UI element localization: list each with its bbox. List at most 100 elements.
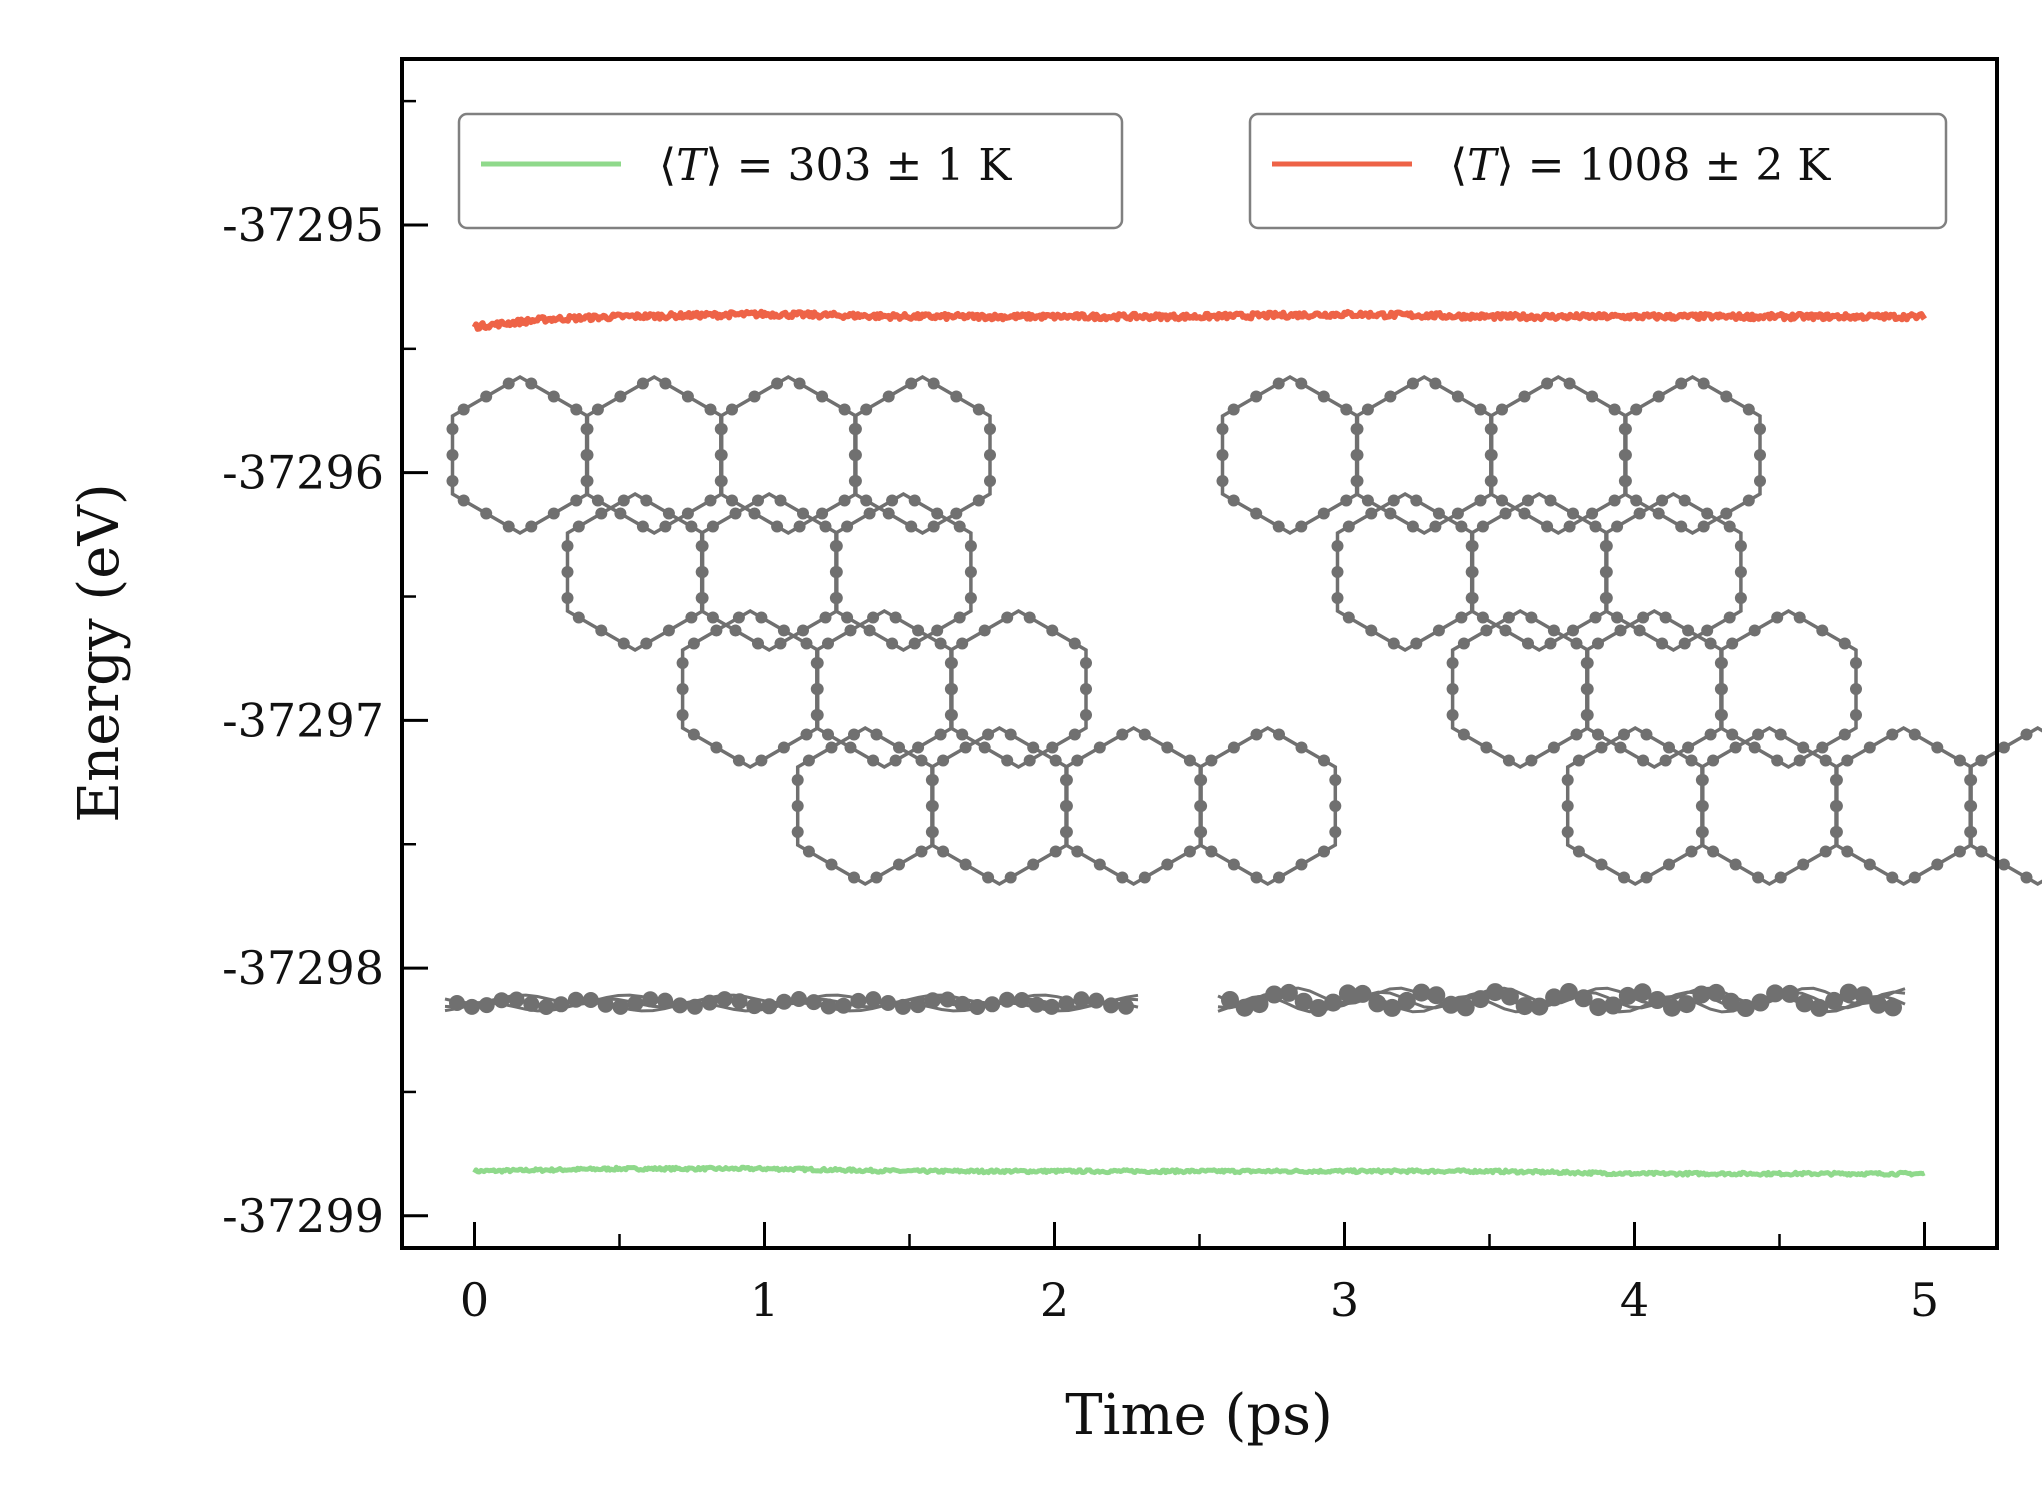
atom (1317, 507, 1330, 520)
atom (1406, 520, 1419, 533)
atom (822, 637, 834, 650)
atom (1250, 871, 1263, 884)
atom (1830, 826, 1842, 838)
atom (687, 728, 700, 741)
atom (1329, 774, 1342, 786)
atom (950, 507, 963, 520)
atom (553, 996, 570, 1013)
graphene-lattice-top-view-left (446, 374, 1342, 887)
atom (1630, 494, 1643, 507)
atom (1361, 403, 1374, 416)
atom (1273, 871, 1285, 884)
y-tick-label: -37295 (222, 198, 384, 252)
atom (1563, 520, 1576, 533)
atom (714, 475, 727, 487)
atom (1754, 423, 1766, 435)
atom (478, 997, 495, 1014)
atom (1618, 423, 1631, 435)
atom (912, 741, 925, 754)
atom (841, 611, 854, 624)
legends: ⟨T⟩ = 303 ± 1 K ⟨T⟩ = 1008 ± 2 K (457, 112, 1948, 230)
atom (1863, 858, 1876, 871)
atom (1484, 475, 1497, 487)
atom (819, 520, 832, 533)
atom (1608, 494, 1621, 507)
atom (1480, 624, 1493, 637)
atom (1771, 611, 1784, 624)
atom (710, 624, 723, 637)
atom (1279, 983, 1298, 1002)
atom (1734, 540, 1747, 552)
atom (676, 657, 689, 669)
atom (676, 683, 689, 695)
atom (614, 390, 627, 403)
lattice-ring (834, 491, 973, 653)
atom (612, 998, 629, 1015)
atom (572, 611, 585, 624)
atom (1484, 423, 1497, 435)
atom (1484, 449, 1497, 461)
atom (1046, 624, 1059, 637)
atom (1353, 984, 1372, 1003)
atom (1830, 800, 1842, 812)
atom (939, 991, 956, 1008)
atom (1771, 754, 1784, 767)
atom (1592, 637, 1604, 650)
atom (695, 540, 708, 552)
atom (1456, 998, 1475, 1017)
series-line-2 (471, 308, 1927, 332)
atom (1884, 998, 1902, 1017)
atom (1997, 858, 2010, 871)
atom (502, 377, 515, 390)
atom (1387, 494, 1400, 507)
atom (1592, 728, 1604, 741)
atom (748, 507, 761, 520)
atom (1723, 611, 1736, 624)
atom (1752, 871, 1765, 884)
atom (771, 520, 784, 533)
atom (863, 624, 876, 637)
atom (706, 520, 719, 533)
atom (972, 494, 985, 507)
atom (681, 390, 694, 403)
atom (1384, 507, 1397, 520)
atom (1580, 709, 1593, 721)
atom (1471, 990, 1490, 1009)
atom (1309, 999, 1328, 1017)
atom (1294, 992, 1313, 1011)
legend-box-2: ⟨T⟩ = 1008 ± 2 K (1248, 112, 1948, 230)
atom (695, 592, 708, 604)
atom (797, 624, 809, 637)
atom (1329, 800, 1342, 812)
atom (972, 403, 985, 416)
atom (1522, 494, 1534, 507)
atom (1586, 390, 1599, 403)
y-tick-label: -37299 (222, 1189, 384, 1243)
atom (1318, 845, 1330, 858)
atom (1819, 845, 1832, 858)
atom (1227, 403, 1240, 416)
atom (591, 403, 604, 416)
atom (2020, 871, 2033, 884)
atom (1663, 741, 1675, 754)
atom (1216, 475, 1229, 487)
atom (1707, 983, 1726, 1002)
atom (729, 507, 742, 520)
atom (1695, 800, 1708, 812)
atom (1618, 871, 1630, 884)
atom (1049, 845, 1062, 858)
atom (1734, 592, 1747, 604)
atom (1499, 507, 1512, 520)
atom (1964, 774, 1977, 786)
atom (1474, 494, 1487, 507)
atom (761, 998, 778, 1015)
atom (819, 611, 832, 624)
atom (1707, 845, 1720, 858)
atom (1795, 994, 1814, 1013)
atom (1953, 754, 1966, 767)
atom (844, 624, 857, 637)
atom (1227, 858, 1240, 871)
atom (1365, 507, 1378, 520)
atom (657, 992, 674, 1009)
atom (882, 507, 895, 520)
